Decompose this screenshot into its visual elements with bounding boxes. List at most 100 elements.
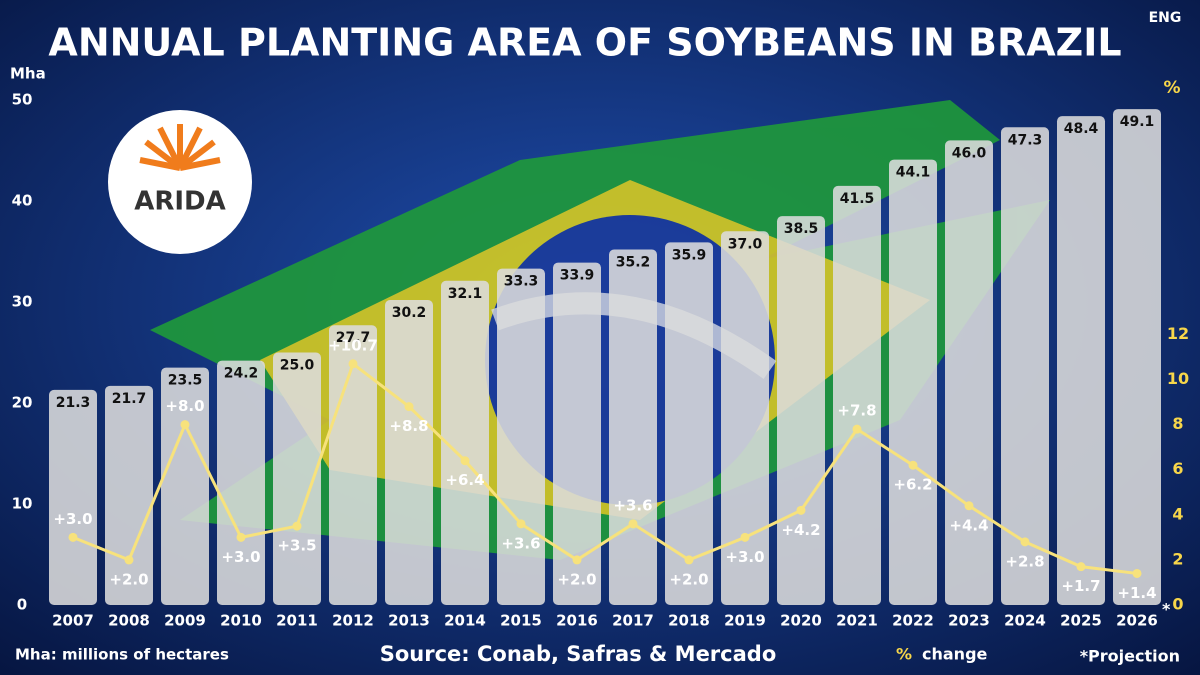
bar: [945, 140, 993, 605]
x-tick-label: 2018: [668, 612, 710, 630]
change-label: +4.4: [949, 516, 988, 534]
projection-note: *Projection: [1080, 647, 1180, 666]
bar: [385, 299, 433, 605]
x-tick-label: 2007: [52, 612, 94, 630]
change-point: [348, 359, 358, 369]
bar-value-label: 35.2: [616, 254, 651, 270]
change-line: [72, 361, 1138, 575]
source: Source: Conab, Safras & Mercado: [380, 642, 777, 666]
x-tick-label: 2012: [332, 612, 374, 630]
bar: [161, 367, 209, 605]
logo-circle: [108, 110, 252, 254]
change-point: [124, 555, 134, 565]
bar-value-label: 38.5: [784, 221, 819, 237]
bar: [105, 385, 153, 605]
bar: [1113, 109, 1161, 605]
bar-value-label: 37.0: [728, 236, 763, 252]
change-point: [460, 456, 470, 466]
x-tick-label: 2021: [836, 612, 878, 630]
change-point: [908, 460, 918, 470]
change-label: +1.7: [1061, 577, 1100, 595]
change-label: +2.8: [1005, 552, 1044, 570]
change-label: +3.0: [53, 510, 92, 528]
y-tick-label: 10: [12, 495, 33, 513]
bar-value-label: 35.9: [672, 247, 707, 263]
chart-title: ANNUAL PLANTING AREA OF SOYBEANS IN BRAZ…: [48, 21, 1121, 65]
x-tick-label: 2023: [948, 612, 990, 630]
change-label: +6.4: [445, 471, 484, 489]
change-label: +2.0: [669, 570, 708, 588]
bar: [553, 262, 601, 605]
bar: [217, 360, 265, 605]
change-label: +4.2: [781, 521, 820, 539]
projection-mark: *: [1162, 600, 1171, 619]
y-axis-label: Mha: [10, 65, 46, 83]
x-tick-label: 2017: [612, 612, 654, 630]
y-tick-label: 20: [12, 394, 33, 412]
x-tick-label: 2008: [108, 612, 150, 630]
y2-tick-label: 2: [1172, 549, 1183, 568]
bar: [777, 216, 825, 605]
y2-tick-label: 6: [1172, 459, 1183, 478]
y2-tick-label: 0: [1172, 595, 1183, 614]
change-point: [852, 424, 862, 434]
change-label: +2.0: [557, 570, 596, 588]
change-label: +1.4: [1117, 584, 1156, 602]
change-label: +8.8: [389, 417, 428, 435]
change-label: +2.0: [109, 570, 148, 588]
change-label: +3.0: [221, 548, 260, 566]
bar: [49, 389, 97, 605]
change-point: [516, 519, 526, 529]
bar-value-label: 30.2: [392, 305, 427, 321]
change-label: +6.2: [893, 476, 932, 494]
bar-value-label: 23.5: [168, 373, 203, 389]
x-tick-label: 2015: [500, 612, 542, 630]
change-label: +8.0: [165, 397, 204, 415]
bar: [441, 280, 489, 605]
y2-tick-label: 4: [1172, 504, 1183, 523]
x-tick-label: 2010: [220, 612, 262, 630]
y2-axis-label: %: [1163, 78, 1180, 98]
bar: [889, 159, 937, 605]
bar-value-label: 25.0: [280, 358, 315, 374]
bar-value-label: 24.2: [224, 366, 259, 382]
y2-tick-label: 10: [1167, 369, 1189, 388]
change-label: +10.7: [328, 336, 378, 354]
language: ENG: [1149, 10, 1182, 26]
change-label: +3.0: [725, 548, 764, 566]
change-point: [628, 519, 638, 529]
bar: [833, 185, 881, 605]
y-tick-label: 50: [12, 91, 33, 109]
bar: [497, 268, 545, 605]
bar-value-label: 21.7: [112, 391, 147, 407]
footnote: Mha: millions of hectares: [15, 646, 229, 664]
bar: [1001, 127, 1049, 606]
bar-value-label: 44.1: [896, 165, 931, 181]
bar-value-label: 21.3: [56, 395, 91, 411]
bar: [609, 249, 657, 606]
change-point: [1132, 568, 1142, 578]
change-point: [1076, 562, 1086, 572]
change-point: [236, 532, 246, 542]
bar-value-label: 48.4: [1064, 121, 1099, 137]
x-tick-label: 2013: [388, 612, 430, 630]
change-label: +3.5: [277, 537, 316, 555]
change-label: +3.6: [501, 534, 540, 552]
y-tick-label: 40: [12, 192, 33, 210]
change-point: [292, 521, 302, 531]
logo-rays: [139, 124, 221, 171]
x-tick-label: 2024: [1004, 612, 1046, 630]
logo-text: ARIDA: [134, 187, 226, 217]
legend-text: change: [922, 645, 988, 664]
bar-value-label: 33.3: [504, 274, 539, 290]
y-tick-label: 30: [12, 293, 33, 311]
x-tick-label: 2011: [276, 612, 318, 630]
change-label: +7.8: [837, 402, 876, 420]
x-tick-label: 2020: [780, 612, 822, 630]
change-point: [1020, 537, 1030, 547]
change-point: [740, 532, 750, 542]
x-tick-label: 2026: [1116, 612, 1158, 630]
change-point: [796, 505, 806, 515]
change-label: +3.6: [613, 496, 652, 514]
